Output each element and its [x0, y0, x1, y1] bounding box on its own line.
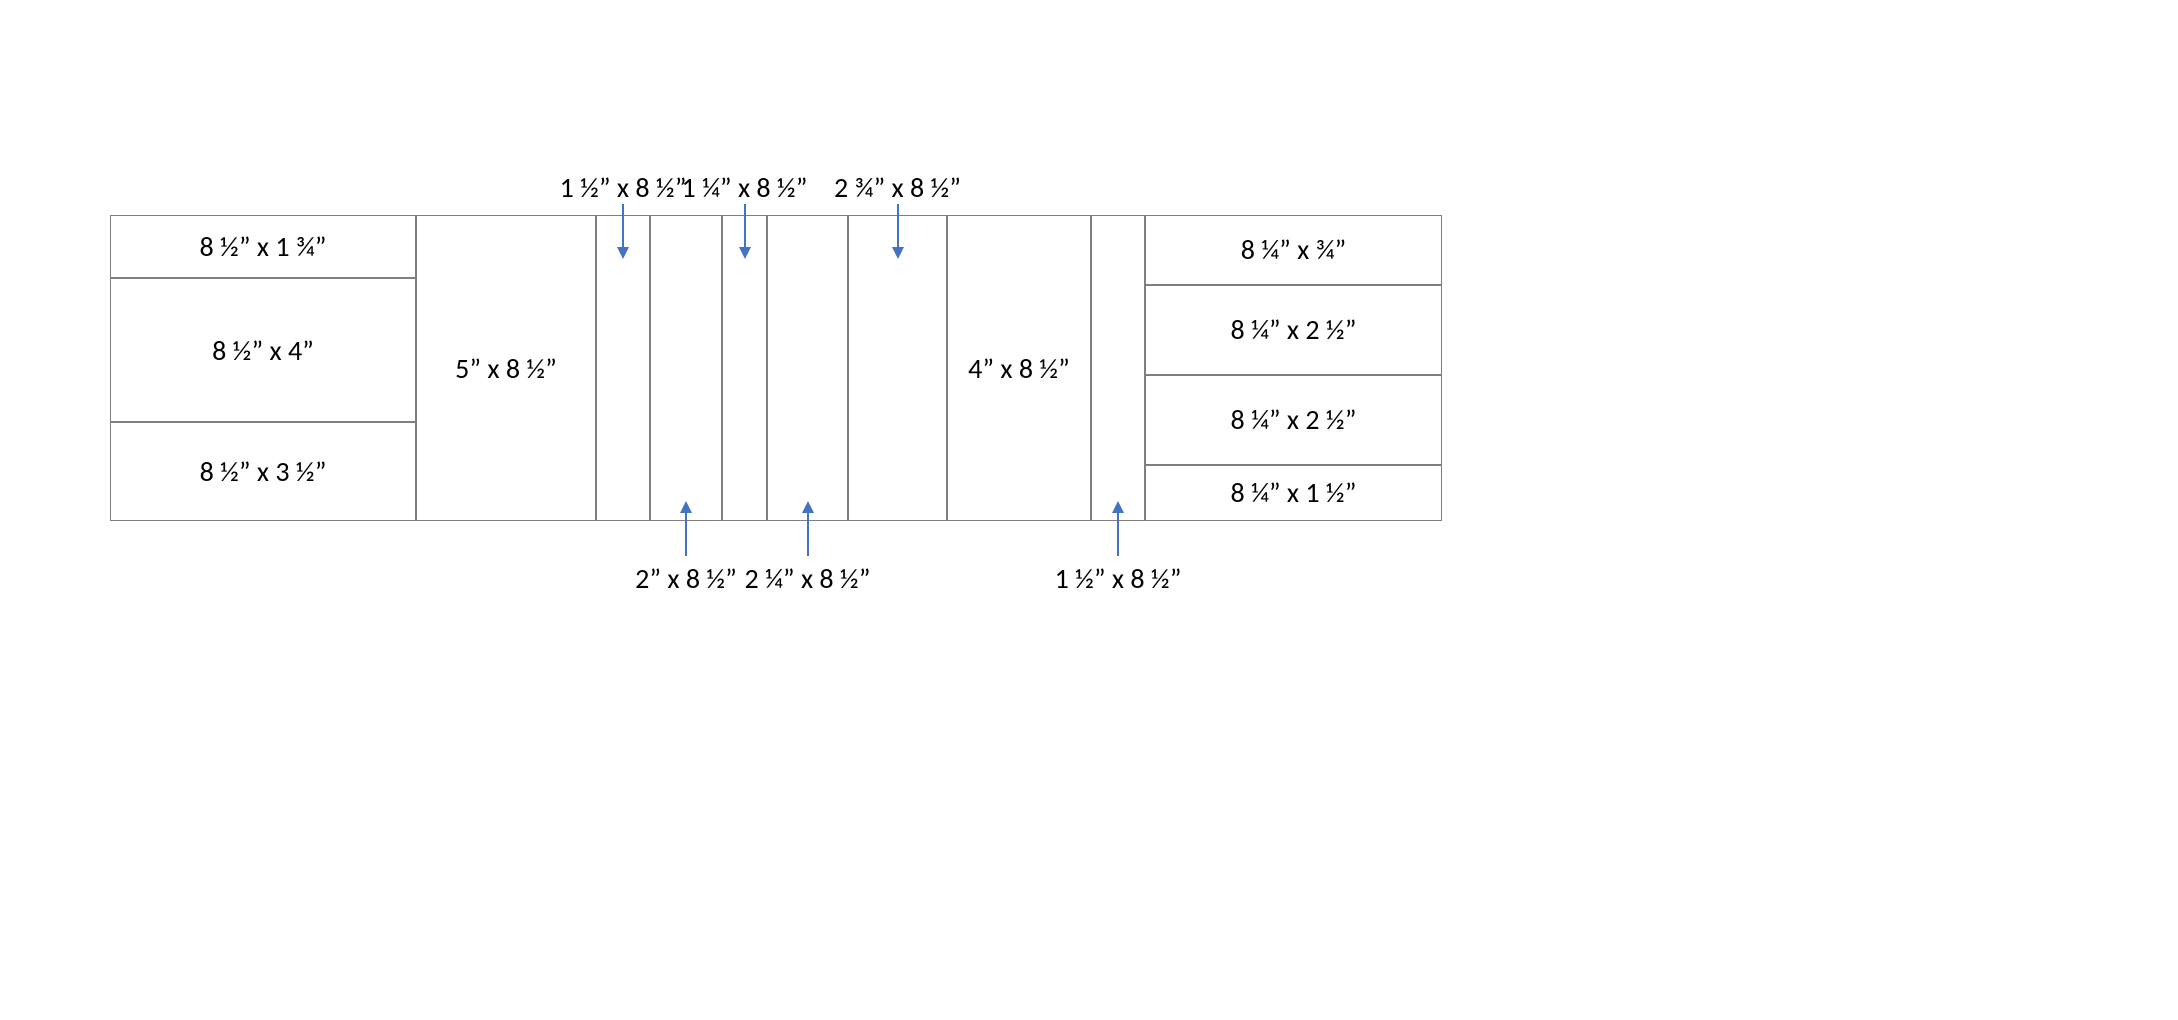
cell-J2: 8 ¼” x 2 ½” — [1145, 285, 1442, 375]
cell-J2-label: 8 ¼” x 2 ½” — [1231, 312, 1357, 347]
cell-A3: 8 ½” x 3 ½” — [110, 422, 416, 521]
callout-colF: 2 ¼” x 8 ½” — [745, 561, 871, 596]
cell-colB: 5” x 8 ½” — [416, 215, 596, 521]
cell-J4: 8 ¼” x 1 ½” — [1145, 465, 1442, 521]
cell-A2: 8 ½” x 4” — [110, 278, 416, 422]
cell-colH-label: 4” x 8 ½” — [968, 351, 1070, 386]
arrow-colE — [735, 204, 755, 259]
cell-A1: 8 ½” x 1 ¾” — [110, 215, 416, 278]
cell-colD — [650, 215, 722, 521]
callout-colG: 2 ¾” x 8 ½” — [834, 170, 961, 205]
cell-colF — [767, 215, 848, 521]
cell-A2-label: 8 ½” x 4” — [212, 333, 314, 368]
cell-colH: 4” x 8 ½” — [947, 215, 1091, 521]
callout-colD: 2” x 8 ½” — [635, 561, 737, 596]
cell-colI — [1091, 215, 1145, 521]
cell-J1: 8 ¼” x ¾” — [1145, 215, 1442, 285]
cutting-diagram: 8 ½” x 1 ¾” 8 ½” x 4” 8 ½” x 3 ½” 5” x 8 ½”… — [0, 0, 2178, 1020]
cell-J1-label: 8 ¼” x ¾” — [1241, 232, 1346, 267]
cell-colB-label: 5” x 8 ½” — [455, 351, 557, 386]
cell-colG — [848, 215, 947, 521]
arrow-colC — [613, 204, 633, 259]
arrow-colI — [1108, 501, 1128, 556]
cell-J3: 8 ¼” x 2 ½” — [1145, 375, 1442, 465]
cell-colE — [722, 215, 767, 521]
cell-colC — [596, 215, 650, 521]
callout-colE: 1 ¼” x 8 ½” — [682, 170, 808, 205]
arrow-colG — [888, 204, 908, 259]
cell-J3-label: 8 ¼” x 2 ½” — [1231, 402, 1357, 437]
cell-J4-label: 8 ¼” x 1 ½” — [1231, 475, 1357, 510]
callout-colC: 1 ½” x 8 ½” — [560, 170, 687, 205]
callout-colI: 1 ½” x 8 ½” — [1055, 561, 1182, 596]
cell-A3-label: 8 ½” x 3 ½” — [200, 454, 327, 489]
cell-A1-label: 8 ½” x 1 ¾” — [200, 229, 327, 264]
arrow-colF — [798, 501, 818, 556]
arrow-colD — [676, 501, 696, 556]
